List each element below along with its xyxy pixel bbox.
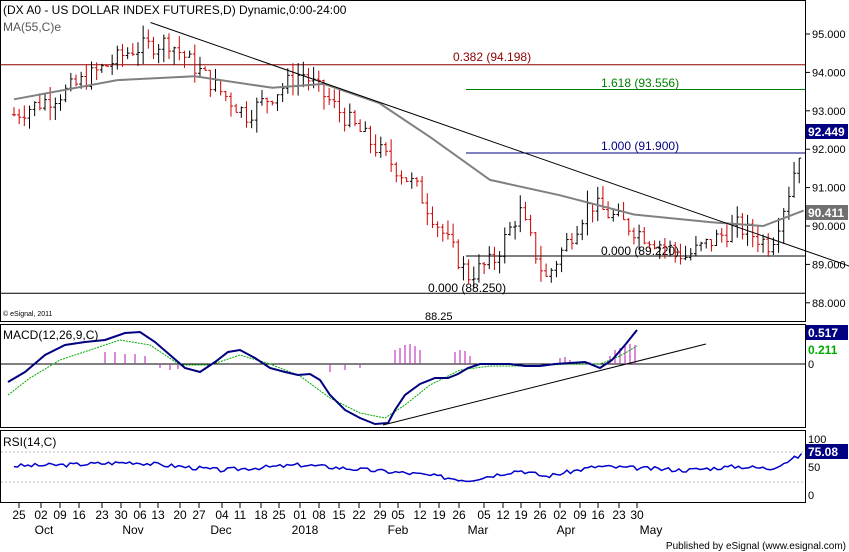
macd-signal-badge [806,342,848,357]
price-tick-label: 90.000 [812,221,846,233]
x-day-label: 05 [477,508,491,522]
price-tick-label: 91.000 [812,183,846,195]
level-label: 0.000 (89.220) [601,244,679,258]
rsi-title: RSI(14,C) [3,435,56,449]
price-tick-label: 92.000 [812,144,846,156]
price-tick-label: 93.000 [812,106,846,118]
x-month-label: Feb [388,523,409,537]
x-day-label: 08 [312,508,326,522]
price-tick-label: 88.000 [812,298,846,310]
macd-line [7,329,638,426]
x-day-label: 13 [151,508,165,522]
macd-signal-line [7,339,638,419]
x-day-label: 27 [192,508,206,522]
rsi-value-badge [806,444,848,459]
price-panel-frame [0,0,806,322]
x-day-label: 26 [533,508,547,522]
x-day-label: 11 [234,508,247,522]
last-price-value: 92.449 [808,125,845,139]
rsi-line [13,453,803,483]
ma-value-badge [806,205,848,220]
price-bars [12,25,802,289]
ma-label: MA(55,C)e [3,20,61,34]
price-tick-label: 89.000 [812,259,846,271]
x-month-label: Oct [35,523,54,537]
rsi-tick-0: 0 [808,490,814,502]
x-month-label: 2018 [292,523,319,537]
x-day-label: 18 [254,508,268,522]
macd-value: 0.517 [808,326,838,340]
rsi-tick-100: 100 [808,434,826,446]
macd-title: MACD(12,26,9,C) [3,328,98,342]
macd-zero-tick: 0 [808,359,814,371]
x-day-label: 26 [452,508,466,522]
trendline [150,22,849,267]
level-label: 1.618 (93.556) [601,76,679,90]
level-label: 0.000 (88.250) [428,281,506,295]
x-month-label: Apr [557,523,576,537]
x-day-label: 30 [114,508,128,522]
x-day-label: 23 [95,508,109,522]
chart-title: (DX A0 - US DOLLAR INDEX FUTURES,D) Dyna… [3,3,347,17]
x-day-label: 12 [413,508,427,522]
x-day-label: 20 [173,508,187,522]
x-day-label: 29 [373,508,387,522]
ma-value: 90.411 [808,206,844,220]
x-day-label: 09 [53,508,67,522]
x-day-label: 16 [591,508,605,522]
x-day-label: 25 [12,508,26,522]
x-day-label: 22 [352,508,366,522]
x-day-label: 19 [514,508,528,522]
x-day-label: 06 [133,508,147,522]
x-month-label: Dec [210,523,231,537]
rsi-panel-frame [0,430,806,503]
x-day-label: 19 [432,508,446,522]
x-day-label: 12 [496,508,510,522]
low-label: 88.25 [425,311,453,323]
x-day-label: 16 [72,508,86,522]
last-price-badge [806,124,848,139]
x-day-label: 01 [293,508,307,522]
rsi-tick-50: 50 [808,462,820,474]
x-month-label: Mar [468,523,489,537]
x-day-label: 05 [391,508,405,522]
copyright-label: © eSignal, 2011 [3,310,53,318]
level-label: 1.000 (91.900) [601,139,679,153]
x-month-label: Nov [122,523,143,537]
ma-55-line [13,75,805,228]
macd-value-badge [806,325,848,340]
x-month-label: May [640,523,663,537]
price-tick-label: 94.000 [812,67,846,79]
x-day-label: 15 [332,508,346,522]
x-day-label: 23 [612,508,626,522]
x-day-label: 09 [573,508,587,522]
x-day-label: 25 [272,508,286,522]
macd-signal-value: 0.211 [808,343,838,357]
x-day-label: 02 [34,508,48,522]
footer-credit: Published by eSignal (www.esignal.com) [666,541,846,552]
x-day-label: 30 [630,508,644,522]
macd-panel-frame [0,324,806,428]
x-day-label: 02 [553,508,567,522]
level-label: 0.382 (94.198) [453,50,531,64]
macd-trendline [382,343,707,426]
price-tick-label: 95.000 [812,29,846,41]
x-axis: 25 02 09 16 23 30 06 13 20 27 04 11 18 25 01 08 15 22 29 05… [12,503,662,537]
x-day-label: 04 [215,508,229,522]
rsi-value: 75.08 [808,445,838,459]
